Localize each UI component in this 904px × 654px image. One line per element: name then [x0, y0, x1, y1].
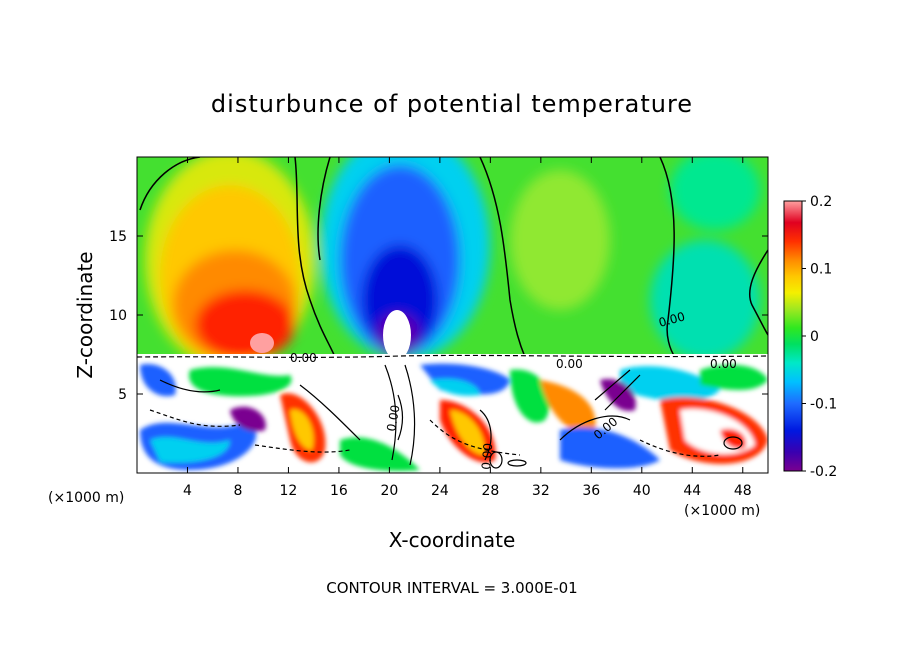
- interface-band: [137, 354, 768, 359]
- x-tick-label: 32: [532, 483, 550, 499]
- colorbar-ticks: 0.2 0.1 0 -0.1 -0.2: [802, 194, 837, 480]
- y-tick-label: 15: [109, 229, 127, 245]
- blob-q: [600, 379, 636, 411]
- x-axis-label: X-coordinate: [389, 528, 516, 552]
- blob-u: [720, 428, 746, 449]
- max-patch: [250, 333, 274, 353]
- blob-k: [540, 380, 596, 433]
- x-tick-label: 48: [734, 483, 752, 499]
- x-tick-label: 24: [431, 483, 449, 499]
- interface-contour: [137, 354, 768, 358]
- zero-contour-6: [748, 249, 768, 336]
- blob-l: [560, 427, 660, 469]
- x-tick-label: 40: [633, 483, 651, 499]
- x-tick-label: 20: [380, 483, 398, 499]
- blob-s: [140, 364, 176, 397]
- lower-contours: [149, 364, 743, 469]
- blob-i: [450, 410, 485, 455]
- zero-contour-5: [659, 157, 676, 357]
- y-tick-label: 5: [118, 387, 127, 403]
- contour-label: 0.00: [710, 357, 737, 371]
- x-unit-left: (×1000 m): [48, 490, 124, 506]
- contour-label: 0.00: [290, 351, 317, 365]
- blob-p: [700, 364, 768, 390]
- x-tick-label: 36: [582, 483, 600, 499]
- contour-interval-note: CONTOUR INTERVAL = 3.000E-01: [326, 579, 577, 597]
- blob-j: [510, 369, 551, 423]
- contour-label: 0.00: [556, 357, 583, 371]
- mild-patch: [510, 170, 610, 310]
- blob-t: [230, 406, 266, 432]
- x-tick-label: 28: [481, 483, 499, 499]
- blob-c: [189, 367, 292, 397]
- x-tick-label: 4: [183, 483, 192, 499]
- zero-contour-1: [139, 157, 201, 211]
- white-plume: [383, 310, 411, 357]
- contour-label: 0.00: [479, 442, 495, 470]
- colorbar-tick-label: -0.1: [810, 397, 837, 413]
- zero-contour-3: [317, 157, 331, 261]
- x-axis: 4 8 12 16 20 24 28 32 36 40 44 48: [183, 157, 752, 499]
- colorbar-tick-label: 0.2: [810, 194, 832, 210]
- x-tick-label: 16: [330, 483, 348, 499]
- blob-r: [340, 437, 420, 472]
- x-unit-right: (×1000 m): [684, 503, 760, 519]
- colorbar: 0.2 0.1 0 -0.1 -0.2: [783, 194, 837, 480]
- colorbar-tick-label: 0.1: [810, 262, 832, 278]
- blob-m: [620, 366, 720, 402]
- y-axis-label: Z-coordinate: [73, 251, 97, 378]
- cool-patch-right: [650, 240, 760, 357]
- y-tick-label: 10: [109, 308, 127, 324]
- x-tick-label: 44: [683, 483, 701, 499]
- chart-title: disturbunce of potential temperature: [211, 90, 693, 118]
- contour-label: 0.00: [384, 404, 402, 433]
- colorbar-tick-label: 0: [810, 329, 819, 345]
- cool-patch-right-top: [670, 157, 760, 230]
- x-tick-label: 8: [233, 483, 242, 499]
- heatmap-field: [137, 157, 768, 473]
- zero-contour-4: [479, 157, 526, 357]
- blob-g: [430, 378, 480, 396]
- blob-b: [150, 437, 230, 463]
- y-axis: 5 10 15: [109, 229, 768, 403]
- blob-e: [290, 409, 314, 450]
- colorbar-tick-label: -0.2: [810, 464, 837, 480]
- lower-field: [137, 357, 768, 473]
- contour-label: 0.00: [657, 309, 686, 329]
- upper-field: [137, 157, 768, 357]
- zero-contour-2: [294, 157, 336, 357]
- warm-anomaly-red: [195, 290, 295, 357]
- x-tick-label: 12: [280, 483, 298, 499]
- colorbar-gradient: [783, 200, 803, 472]
